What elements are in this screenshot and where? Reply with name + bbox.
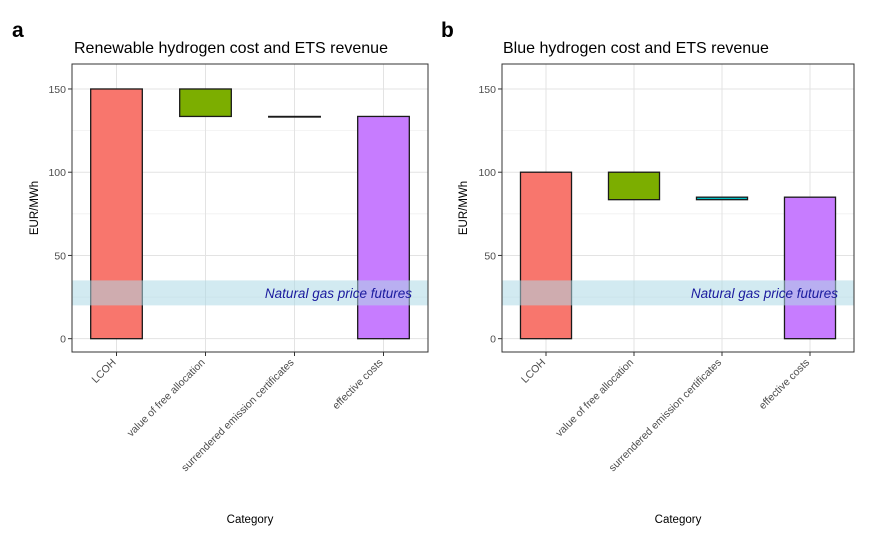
y-tick-label: 100 <box>48 167 66 179</box>
chart-panel-b: b Blue hydrogen cost and ETS revenue Natur… <box>441 19 855 526</box>
y-tick-label: 100 <box>478 167 496 179</box>
x-tick-label: effective costs <box>330 357 385 412</box>
y-axis-title: EUR/MWh <box>458 181 470 235</box>
bar-surrendered-emission-certificates <box>695 196 749 201</box>
y-tick-label: 150 <box>48 84 66 96</box>
bar-lcoh <box>519 171 573 340</box>
band-label: Natural gas price futures <box>265 286 412 301</box>
x-axis-title: Category <box>655 514 702 526</box>
band-label: Natural gas price futures <box>691 286 838 301</box>
panel-letter: b <box>441 19 454 42</box>
y-tick-label: 0 <box>60 334 66 346</box>
x-axis-title: Category <box>227 514 274 526</box>
y-tick-label: 50 <box>484 250 496 262</box>
y-tick-label: 150 <box>478 84 496 96</box>
natural-gas-band <box>72 280 428 306</box>
x-tick-label: value of free allocation <box>125 357 208 440</box>
bar-value-of-free-allocation <box>607 171 661 201</box>
y-tick-label: 50 <box>54 250 66 262</box>
plot-border <box>501 63 855 353</box>
bar-surrendered-emission-certificates <box>268 115 321 118</box>
x-tick-label: effective costs <box>757 357 812 412</box>
chart-title: Blue hydrogen cost and ETS revenue <box>503 40 769 57</box>
panel-letter: a <box>12 19 24 42</box>
natural-gas-band <box>502 280 854 306</box>
plot-border <box>71 63 429 353</box>
chart-title: Renewable hydrogen cost and ETS revenue <box>74 40 388 57</box>
chart-panel-a: a Renewable hydrogen cost and ETS revenue… <box>12 19 429 526</box>
y-tick-label: 0 <box>490 334 496 346</box>
y-axis-title: EUR/MWh <box>29 181 41 235</box>
bar-effective-costs <box>783 196 837 340</box>
x-tick-label: value of free allocation <box>553 357 636 440</box>
x-tick-label: LCOH <box>519 357 548 386</box>
x-tick-label: LCOH <box>89 357 118 386</box>
bar-value-of-free-allocation <box>179 88 232 118</box>
